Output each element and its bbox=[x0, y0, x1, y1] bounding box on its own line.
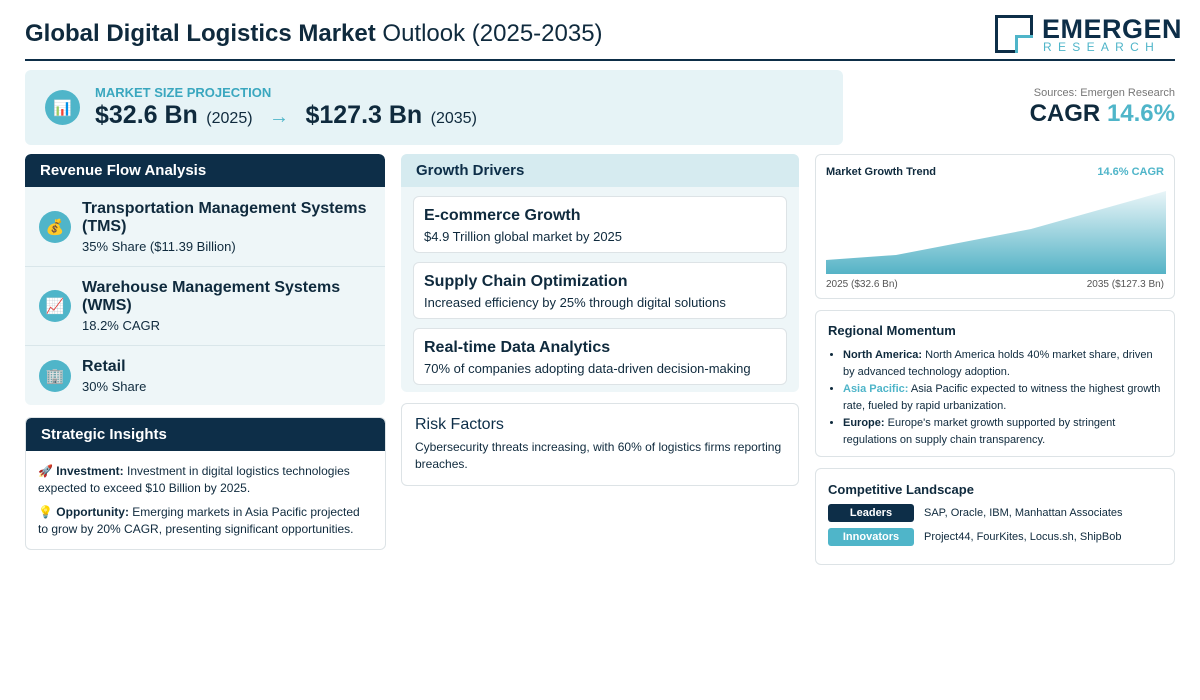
risk-text: Cybersecurity threats increasing, with 6… bbox=[415, 440, 782, 471]
group-label: Leaders bbox=[828, 504, 914, 522]
region-text: Europe's market growth supported by stri… bbox=[843, 417, 1116, 446]
driver-detail: 70% of companies adopting data-driven de… bbox=[424, 361, 751, 376]
insight: 🚀 Investment: Investment in digital logi… bbox=[38, 463, 373, 497]
driver-name: E-commerce Growth bbox=[424, 207, 581, 224]
strategic-insights: Strategic Insights 🚀 Investment: Investm… bbox=[25, 417, 386, 550]
item-detail: 18.2% CAGR bbox=[82, 318, 161, 333]
region: North America: North America holds 40% m… bbox=[843, 347, 1162, 381]
group: Leaders SAP, Oracle, IBM, Manhattan Assoc… bbox=[828, 504, 1162, 522]
cagr-label: CAGR bbox=[1029, 100, 1101, 127]
trend-title: Market Growth Trend bbox=[826, 166, 937, 178]
region-name: Europe: bbox=[843, 417, 885, 429]
insight-icon: 💡 bbox=[38, 505, 53, 519]
group-members: Project44, FourKites, Locus.sh, ShipBob bbox=[924, 531, 1122, 543]
item-name: Retail bbox=[82, 357, 126, 375]
region-list: North America: North America holds 40% m… bbox=[828, 347, 1162, 449]
start-year: (2025) bbox=[206, 110, 253, 127]
insights-title: Strategic Insights bbox=[26, 418, 385, 451]
item-icon: 📈 bbox=[39, 290, 71, 322]
cagr: CAGR 14.6% bbox=[1030, 100, 1175, 128]
regional-momentum: Regional Momentum North America: North A… bbox=[815, 310, 1175, 457]
region-text: North America holds 40% market share, dr… bbox=[843, 349, 1153, 378]
competitive-landscape: Competitive Landscape Leaders SAP, Oracle… bbox=[815, 468, 1175, 565]
title-rest: Outlook (2025-2035) bbox=[382, 20, 603, 47]
end-value: $127.3 Bn bbox=[305, 101, 423, 129]
insight-icon: 🚀 bbox=[38, 464, 53, 478]
region-name: Asia Pacific: bbox=[843, 383, 909, 395]
region: Asia Pacific: Asia Pacific expected to w… bbox=[843, 381, 1162, 415]
logo-tagline: RESEARCH bbox=[1043, 40, 1161, 54]
region-text: Asia Pacific expected to witness the hig… bbox=[843, 383, 1161, 412]
revenue-item: 📈 Warehouse Management Systems (WMS) 18.2%… bbox=[25, 266, 385, 345]
source: Sources: Emergen Research bbox=[1033, 87, 1175, 99]
trend-shape bbox=[826, 191, 1166, 274]
insight-text: Investment in digital logistics technolo… bbox=[38, 464, 350, 495]
title: Global Digital Logistics Market Outlook … bbox=[25, 20, 603, 48]
driver-name: Real-time Data Analytics bbox=[424, 339, 611, 356]
end-year: (2035) bbox=[430, 110, 477, 127]
group: Innovators Project44, FourKites, Locus.sh… bbox=[828, 528, 1162, 546]
item-name: Warehouse Management Systems (WMS) bbox=[82, 279, 341, 314]
revenue-flow: Revenue Flow Analysis 💰 Transportation Ma… bbox=[25, 154, 385, 405]
market-trend: Market Growth Trend 14.6% CAGR 2025 ($32… bbox=[815, 154, 1175, 299]
projection-label: MARKET SIZE PROJECTION bbox=[95, 85, 272, 100]
revenue-item: 💰 Transportation Management Systems (TMS)… bbox=[25, 187, 385, 266]
growth-drivers-title: Growth Drivers bbox=[401, 154, 799, 187]
item-detail: 30% Share bbox=[82, 378, 147, 394]
header-rule bbox=[25, 59, 1175, 61]
insight-label: Investment: bbox=[56, 464, 124, 478]
risk-title: Risk Factors bbox=[415, 416, 504, 433]
insights-body: 🚀 Investment: Investment in digital logi… bbox=[26, 451, 385, 549]
projection-box: 📊 MARKET SIZE PROJECTION $32.6 Bn (2025)… bbox=[25, 70, 843, 145]
regional-title: Regional Momentum bbox=[828, 323, 956, 338]
driver: E-commerce Growth $4.9 Trillion global ma… bbox=[413, 196, 787, 253]
region: Europe: Europe's market growth supported… bbox=[843, 415, 1162, 449]
risk-factors: Risk Factors Cybersecurity threats incre… bbox=[401, 403, 799, 486]
group-label: Innovators bbox=[828, 528, 914, 546]
growth-drivers: Growth Drivers E-commerce Growth $4.9 Tri… bbox=[401, 154, 799, 392]
driver-name: Supply Chain Optimization bbox=[424, 273, 628, 290]
projection-icon: 📊 bbox=[45, 90, 80, 125]
group-members: SAP, Oracle, IBM, Manhattan Associates bbox=[924, 507, 1123, 519]
title-bold: Global Digital Logistics Market bbox=[25, 20, 376, 47]
trend-end: 2035 ($127.3 Bn) bbox=[1086, 279, 1164, 290]
logo-mark bbox=[995, 15, 1033, 53]
item-name: Transportation Management Systems (TMS) bbox=[82, 199, 367, 235]
driver-detail: $4.9 Trillion global market by 2025 bbox=[424, 229, 623, 244]
revenue-flow-title: Revenue Flow Analysis bbox=[25, 154, 385, 187]
logo-name: EMERGEN bbox=[1042, 14, 1183, 44]
region-name: North America: bbox=[843, 349, 923, 361]
insight-label: Opportunity: bbox=[56, 505, 129, 519]
trend-start: 2025 ($32.6 Bn) bbox=[826, 279, 898, 290]
projection-values: $32.6 Bn (2025) → $127.3 Bn (2035) bbox=[95, 101, 477, 130]
competitive-title: Competitive Landscape bbox=[828, 482, 974, 497]
driver: Supply Chain Optimization Increased effic… bbox=[413, 262, 787, 319]
arrow: → bbox=[269, 106, 289, 128]
trend-area bbox=[826, 191, 1166, 274]
item-icon: 🏢 bbox=[39, 359, 71, 392]
cagr-value: 14.6% bbox=[1106, 100, 1175, 127]
driver: Real-time Data Analytics 70% of companies… bbox=[413, 328, 787, 385]
start-value: $32.6 Bn bbox=[95, 101, 198, 129]
revenue-item: 🏢 Retail 30% Share bbox=[25, 345, 385, 405]
item-icon: 💰 bbox=[39, 210, 71, 243]
trend-badge: 14.6% CAGR bbox=[1097, 166, 1164, 178]
insight: 💡 Opportunity: Emerging markets in Asia … bbox=[38, 504, 373, 538]
driver-detail: Increased efficiency by 25% through digi… bbox=[424, 295, 726, 310]
logo-mark-inner bbox=[1015, 35, 1033, 53]
insight-text: Emerging markets in Asia Pacific project… bbox=[38, 505, 360, 536]
item-detail: 35% Share ($11.39 Billion) bbox=[82, 238, 236, 254]
